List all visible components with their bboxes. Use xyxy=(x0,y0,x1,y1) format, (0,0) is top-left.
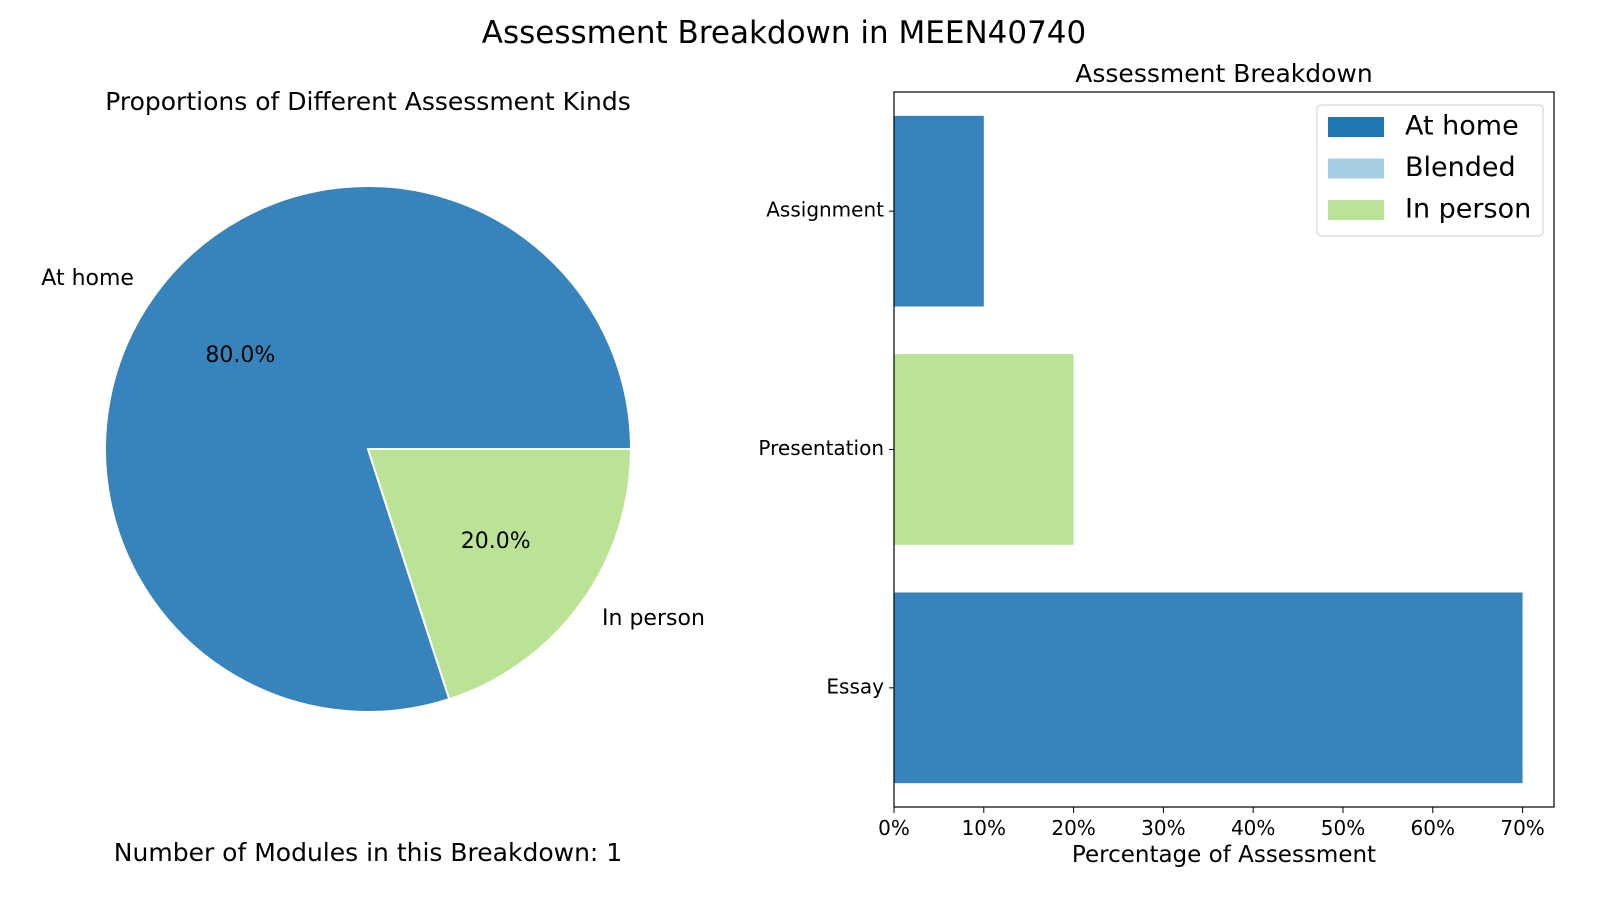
x-tick-label: 30% xyxy=(1141,816,1185,840)
pie-slices xyxy=(104,185,633,713)
x-axis-label: Percentage of Assessment xyxy=(1072,842,1376,868)
pie-pct-at-home: 80.0% xyxy=(205,343,275,368)
legend-label-at-home: At home xyxy=(1405,111,1519,142)
x-axis-ticks: 0% 10% 20% 30% 40% 50% 60% 70% xyxy=(878,807,1545,840)
bar-chart-title: Assessment Breakdown xyxy=(1075,59,1372,88)
y-tick-label-assignment: Assignment xyxy=(766,198,884,222)
pie-label-in-person: In person xyxy=(602,606,705,631)
y-tick-label-presentation: Presentation xyxy=(758,436,884,460)
legend-label-blended: Blended xyxy=(1405,152,1516,183)
pie-labels: At home 80.0% In person 20.0% xyxy=(41,266,705,631)
legend-label-in-person: In person xyxy=(1405,194,1531,225)
y-tick-label-essay: Essay xyxy=(826,674,884,698)
legend-swatch-blended xyxy=(1328,158,1384,179)
pie-chart: Proportions of Different Assessment Kind… xyxy=(41,87,705,713)
legend: At home Blended In person xyxy=(1316,104,1544,237)
bar-essay xyxy=(894,592,1523,784)
pie-label-at-home: At home xyxy=(41,266,134,291)
pie-slice-in-person xyxy=(366,448,633,701)
x-tick-label: 60% xyxy=(1411,816,1455,840)
x-tick-label: 40% xyxy=(1231,816,1275,840)
x-tick-label: 0% xyxy=(878,816,910,840)
pie-chart-title: Proportions of Different Assessment Kind… xyxy=(105,87,631,116)
legend-swatch-at-home xyxy=(1328,117,1384,137)
bar-chart: Assessment Breakdown 0% 10% 20% 30% 40% 50% 60… xyxy=(758,59,1555,868)
x-tick-label: 10% xyxy=(962,816,1006,840)
bar-presentation xyxy=(894,354,1074,545)
pie-pct-in-person: 20.0% xyxy=(461,529,531,554)
pie-slice-at-home xyxy=(104,185,633,713)
y-axis-ticks: Assignment Presentation Essay xyxy=(758,198,894,698)
legend-swatch-in-person xyxy=(1328,200,1384,220)
figure-title: Assessment Breakdown in MEEN40740 xyxy=(482,15,1087,51)
modules-count-note: Number of Modules in this Breakdown: 1 xyxy=(114,838,622,867)
x-tick-label: 50% xyxy=(1321,816,1365,840)
x-tick-label: 20% xyxy=(1051,816,1095,840)
bars xyxy=(894,115,1523,784)
bar-assignment xyxy=(894,115,984,307)
x-tick-label: 70% xyxy=(1500,816,1544,840)
